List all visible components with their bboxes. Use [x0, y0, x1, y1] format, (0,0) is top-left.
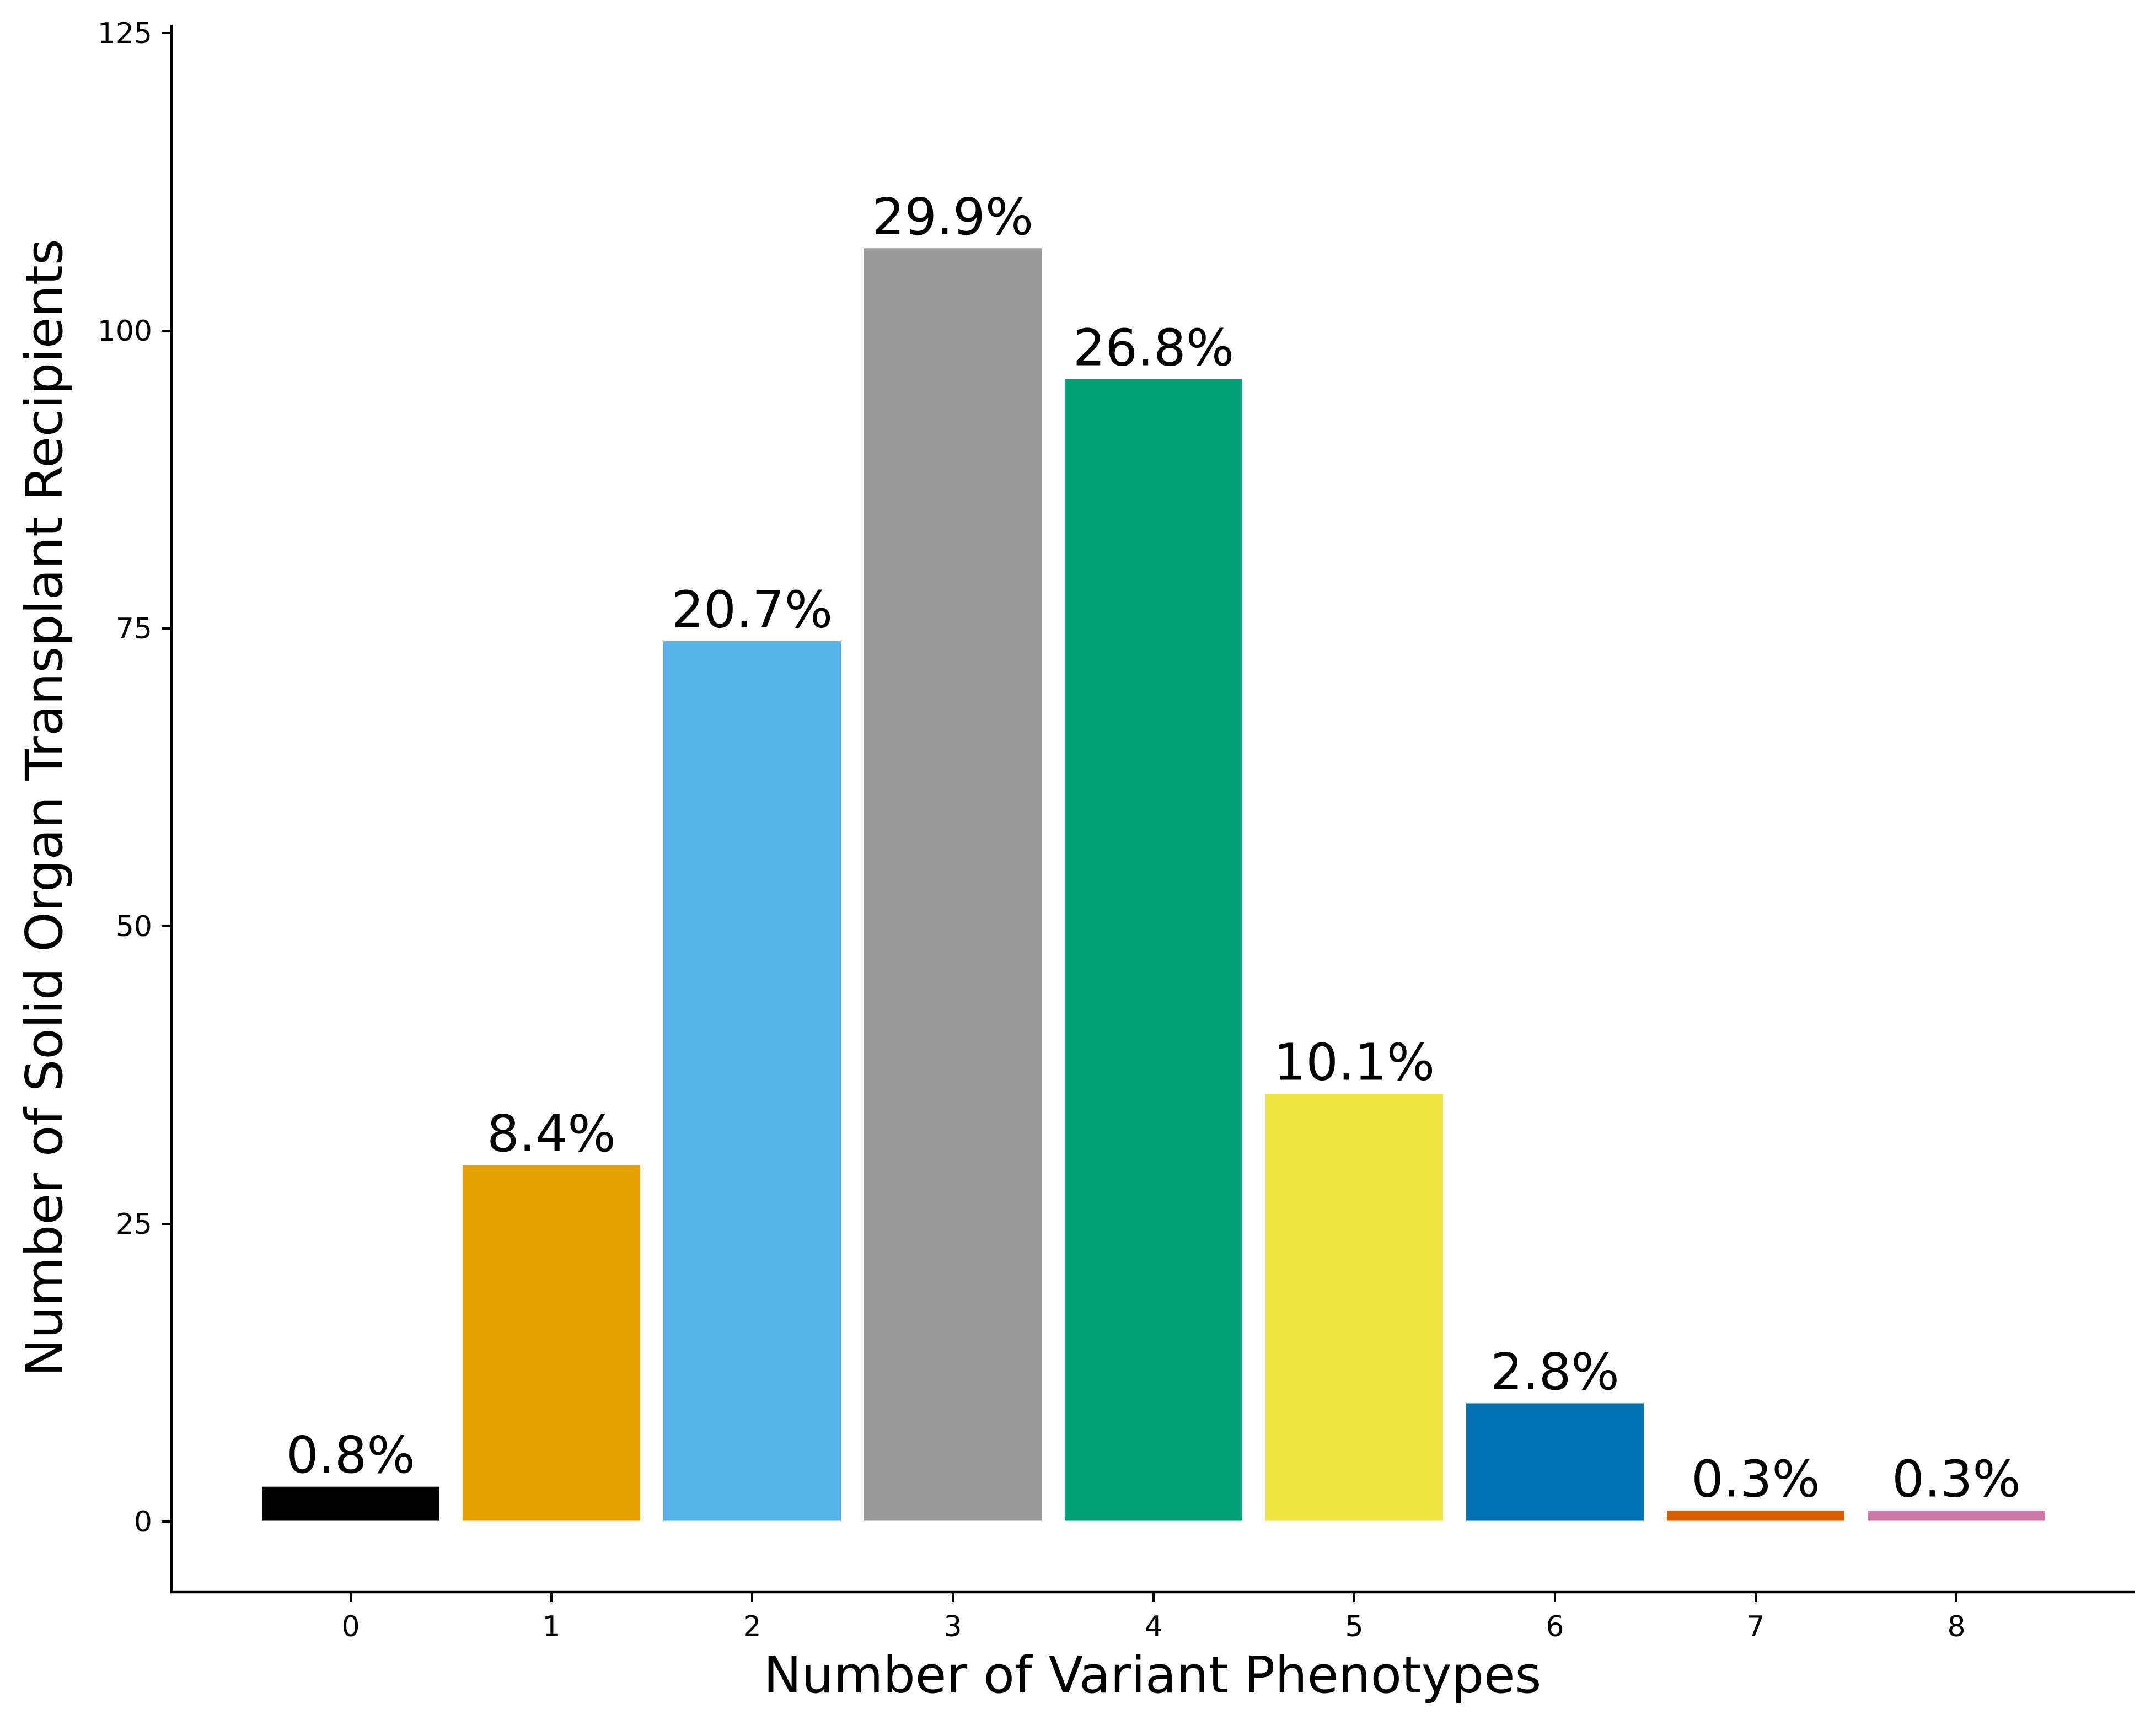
- bar-7: [1665, 1508, 1846, 1523]
- data-label-7: 0.3%: [1691, 1449, 1820, 1508]
- data-label-8: 0.3%: [1892, 1449, 2021, 1508]
- x-tick-label-0: 0: [341, 1610, 360, 1643]
- x-tick-label-2: 2: [743, 1610, 761, 1643]
- x-tick-label-1: 1: [542, 1610, 560, 1643]
- y-tick-label-50: 50: [116, 910, 152, 943]
- bar-1: [461, 1163, 642, 1523]
- x-axis-title: Number of Variant Phenotypes: [764, 1646, 1542, 1705]
- x-tick-label-5: 5: [1345, 1610, 1363, 1643]
- data-label-4: 26.8%: [1073, 318, 1234, 377]
- x-tick-label-6: 6: [1546, 1610, 1564, 1643]
- data-label-3: 29.9%: [872, 187, 1033, 246]
- bars-layer: [260, 246, 2047, 1523]
- bar-4: [1063, 377, 1244, 1523]
- x-tick-label-4: 4: [1144, 1610, 1162, 1643]
- bar-8: [1866, 1508, 2047, 1523]
- data-label-0: 0.8%: [286, 1426, 415, 1485]
- x-tick-label-8: 8: [1947, 1610, 1965, 1643]
- x-tick-label-7: 7: [1746, 1610, 1765, 1643]
- data-label-5: 10.1%: [1274, 1033, 1435, 1092]
- y-tick-label-100: 100: [98, 315, 152, 348]
- data-label-6: 2.8%: [1490, 1342, 1619, 1401]
- bar-2: [662, 640, 843, 1523]
- x-tick-label-3: 3: [943, 1610, 962, 1643]
- y-axis-title: Number of Solid Organ Transplant Recipie…: [15, 239, 74, 1377]
- y-tick-label-125: 125: [98, 17, 152, 50]
- y-tick-label-25: 25: [116, 1208, 152, 1241]
- data-label-1: 8.4%: [487, 1104, 616, 1163]
- bar-0: [260, 1485, 441, 1523]
- ticks-layer: 0 1 2 3 4 5 6 7 8 0 25 50 75 100 125: [98, 17, 1966, 1643]
- y-tick-label-75: 75: [116, 612, 152, 646]
- data-labels-layer: 0.8% 8.4% 20.7% 29.9% 26.8% 10.1% 2.8% 0.3% 0.3%: [286, 187, 2021, 1509]
- data-label-2: 20.7%: [672, 581, 833, 640]
- bar-3: [862, 246, 1043, 1523]
- y-tick-label-0: 0: [134, 1506, 152, 1539]
- bar-6: [1465, 1401, 1645, 1523]
- bar-5: [1264, 1092, 1445, 1523]
